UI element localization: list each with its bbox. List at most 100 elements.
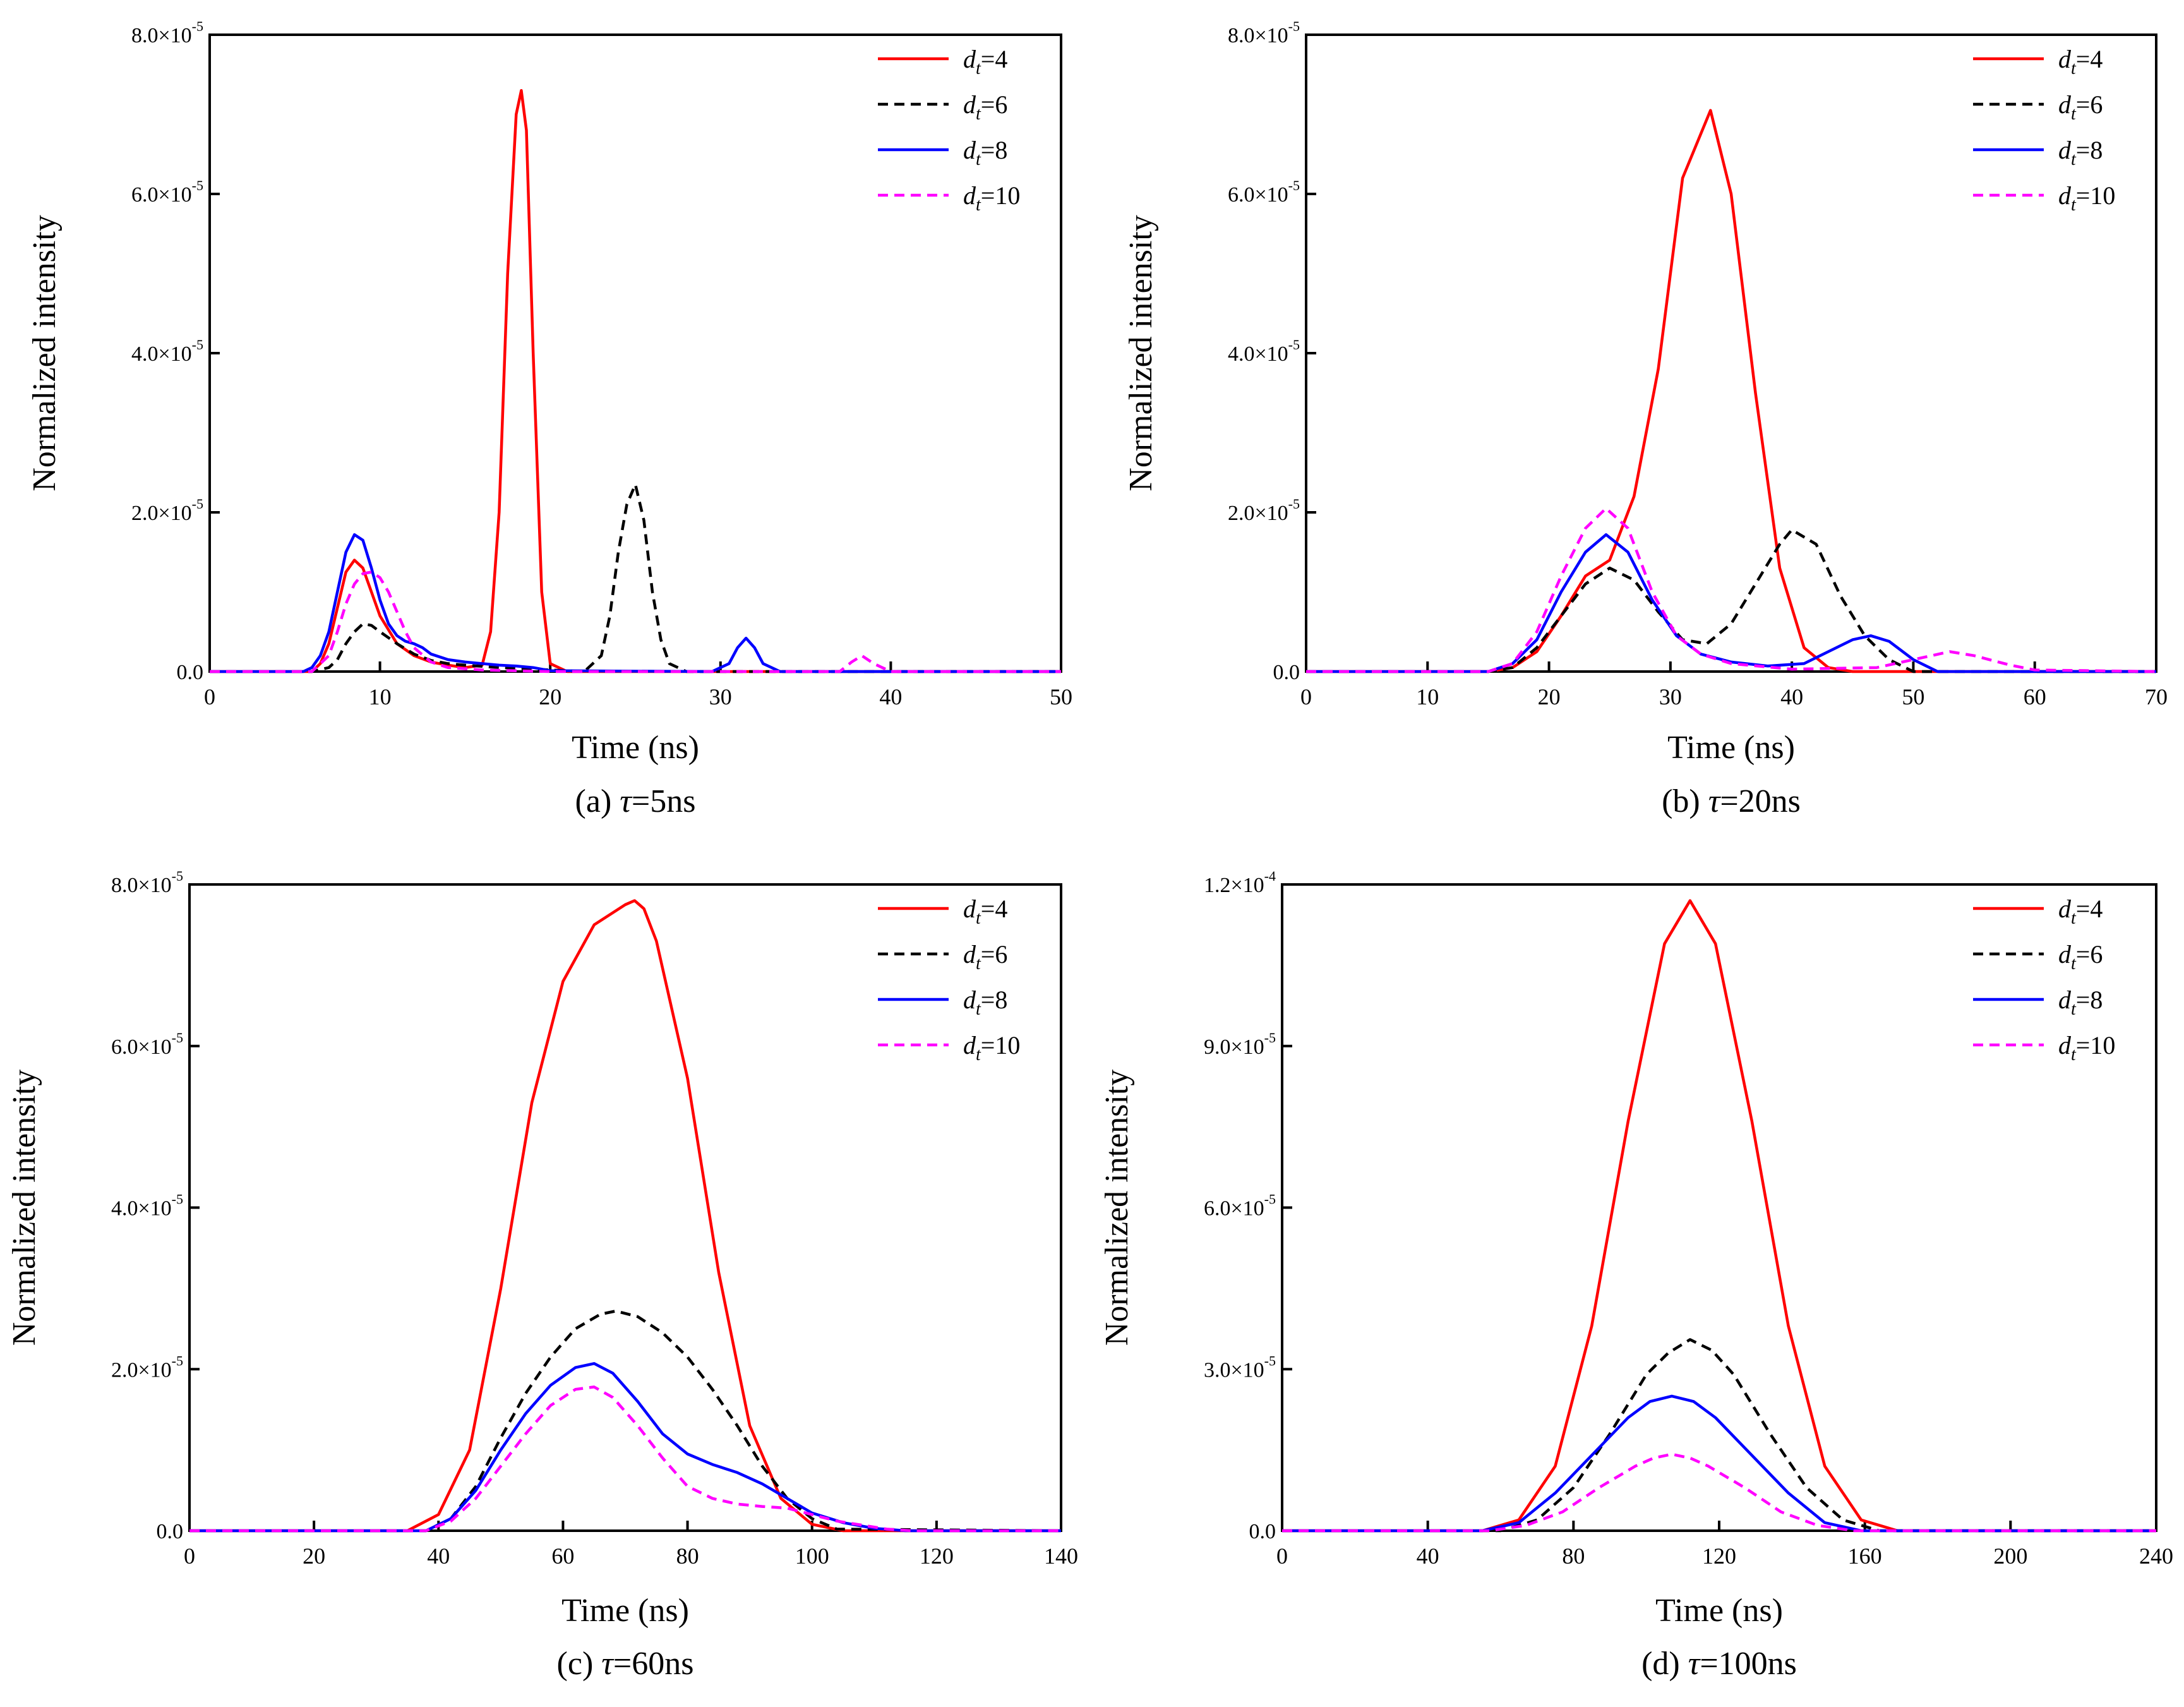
x-axis-title: Time (ns) <box>1655 1593 1783 1629</box>
y-tick-mantissa: 2.0×10 <box>131 502 192 525</box>
y-tick-label: 0.0 <box>1249 1520 1276 1543</box>
y-tick-mantissa: 8.0×10 <box>131 24 192 47</box>
panel-caption: (c) τ=60ns <box>557 1646 694 1682</box>
series-line-dt=8 <box>1282 1394 2156 1533</box>
y-tick-label: 9.0×10-5 <box>1204 1030 1276 1059</box>
legend-label-rest: =8 <box>2076 986 2103 1014</box>
y-tick-exponent: -5 <box>1288 18 1300 34</box>
y-tick-label: 4.0×10-5 <box>111 1191 183 1221</box>
series-line-dt=4 <box>1282 899 2156 1533</box>
caption-suffix: =20ns <box>1720 783 1801 819</box>
legend-label: dt=6 <box>963 940 1007 974</box>
legend-label-sub: t <box>2071 908 2077 928</box>
y-tick-exponent: -5 <box>1288 178 1300 193</box>
x-tick-label: 40 <box>879 684 902 709</box>
y-tick-label: 2.0×10-5 <box>131 496 203 525</box>
x-tick-label: 140 <box>1044 1543 1078 1569</box>
legend-label-rest: =10 <box>981 1031 1021 1059</box>
legend-label: dt=4 <box>963 895 1007 928</box>
y-tick-label: 6.0×10-5 <box>1228 178 1300 207</box>
panel-caption: (a) τ=5ns <box>575 783 696 819</box>
y-tick-label: 1.2×10-4 <box>1204 868 1276 897</box>
x-tick-label: 20 <box>539 684 561 709</box>
legend-label: dt=10 <box>2058 1031 2115 1065</box>
series-line-dt=4 <box>1306 109 2156 673</box>
x-tick-label: 80 <box>1562 1543 1585 1569</box>
x-tick-label: 0 <box>1300 684 1312 709</box>
y-tick-exponent: -5 <box>1288 496 1300 512</box>
legend-label-base: d <box>963 986 976 1014</box>
legend-label: dt=10 <box>963 1031 1020 1065</box>
legend-label-rest: =10 <box>2076 181 2116 210</box>
caption-symbol: τ <box>601 1646 615 1682</box>
x-tick-label: 0 <box>184 1543 195 1569</box>
legend-label-base: d <box>2058 940 2072 968</box>
x-axis-title: Time (ns) <box>561 1593 689 1629</box>
legend-label-base: d <box>963 181 976 210</box>
legend-label: dt=4 <box>2058 895 2103 928</box>
y-tick-exponent: -5 <box>1264 1030 1276 1046</box>
series-line-dt=6 <box>189 1309 1062 1533</box>
chart-panel-0: 0 10 20 30 40 500.02.0×10-54.0×10-56.0×10-58.… <box>27 18 1072 819</box>
caption-prefix: (c) <box>557 1646 602 1682</box>
y-tick-mantissa: 4.0×10 <box>111 1197 172 1221</box>
legend-label: dt=4 <box>963 45 1007 78</box>
y-tick-mantissa: 6.0×10 <box>1204 1197 1264 1221</box>
y-axis-title: Normalized intensity <box>27 215 63 492</box>
y-tick-label: 8.0×10-5 <box>1228 18 1300 47</box>
legend-label-sub: t <box>976 150 981 169</box>
plot-frame <box>188 883 1062 1532</box>
y-tick-label: 3.0×10-5 <box>1204 1353 1276 1382</box>
caption-prefix: (d) <box>1641 1646 1688 1682</box>
legend-label-rest: =6 <box>981 90 1008 119</box>
x-tick-label: 30 <box>709 684 732 709</box>
x-tick-label: 80 <box>676 1543 699 1569</box>
caption-prefix: (a) <box>575 783 620 819</box>
y-axis-title: Normalized intensity <box>1099 1070 1135 1346</box>
legend-label-base: d <box>2058 895 2072 923</box>
x-tick-label: 30 <box>1659 684 1682 709</box>
legend-label-sub: t <box>2071 59 2077 78</box>
legend-label: dt=4 <box>2058 45 2103 78</box>
y-tick-mantissa: 4.0×10 <box>131 342 192 366</box>
y-tick-exponent: -5 <box>172 1030 183 1046</box>
caption-symbol: τ <box>1708 783 1722 819</box>
series-line-dt=8 <box>210 533 1061 673</box>
series-line-dt=10 <box>1306 507 2157 673</box>
caption-symbol: τ <box>1688 1646 1701 1682</box>
legend-label: dt=8 <box>2058 136 2103 169</box>
x-tick-label: 60 <box>551 1543 574 1569</box>
x-tick-label: 200 <box>1993 1543 2027 1569</box>
x-tick-label: 10 <box>1416 684 1439 709</box>
x-tick-label: 60 <box>2024 684 2046 709</box>
x-tick-label: 70 <box>2145 684 2168 709</box>
legend-label-sub: t <box>976 59 981 78</box>
legend-label-base: d <box>963 45 976 73</box>
series-line-dt=10 <box>1282 1452 2156 1533</box>
y-tick-mantissa: 0.0 <box>1249 1520 1276 1543</box>
y-tick-exponent: -5 <box>192 496 203 512</box>
legend-label-sub: t <box>976 104 981 124</box>
x-axis-title: Time (ns) <box>572 730 699 766</box>
y-tick-label: 0.0 <box>177 661 204 684</box>
legend-label-rest: =8 <box>2076 136 2103 164</box>
x-tick-label: 20 <box>303 1543 325 1569</box>
legend-label-base: d <box>963 136 976 164</box>
y-tick-exponent: -5 <box>172 1353 183 1368</box>
plot-frame <box>1305 33 2157 673</box>
y-tick-label: 2.0×10-5 <box>1228 496 1300 525</box>
y-tick-label: 4.0×10-5 <box>1228 337 1300 366</box>
y-tick-mantissa: 6.0×10 <box>131 183 192 207</box>
legend-label-rest: =6 <box>2076 940 2103 968</box>
y-tick-exponent: -5 <box>192 18 203 34</box>
x-tick-label: 0 <box>204 684 215 709</box>
x-tick-label: 100 <box>795 1543 829 1569</box>
y-tick-label: 6.0×10-5 <box>131 178 203 207</box>
legend-label-sub: t <box>2071 999 2077 1019</box>
y-tick-label: 4.0×10-5 <box>131 337 203 366</box>
y-tick-exponent: -5 <box>1264 1353 1276 1368</box>
legend-label-base: d <box>2058 181 2072 210</box>
series-line-dt=10 <box>210 570 1061 673</box>
series-line-dt=6 <box>1306 528 2156 673</box>
x-tick-label: 120 <box>1702 1543 1736 1569</box>
